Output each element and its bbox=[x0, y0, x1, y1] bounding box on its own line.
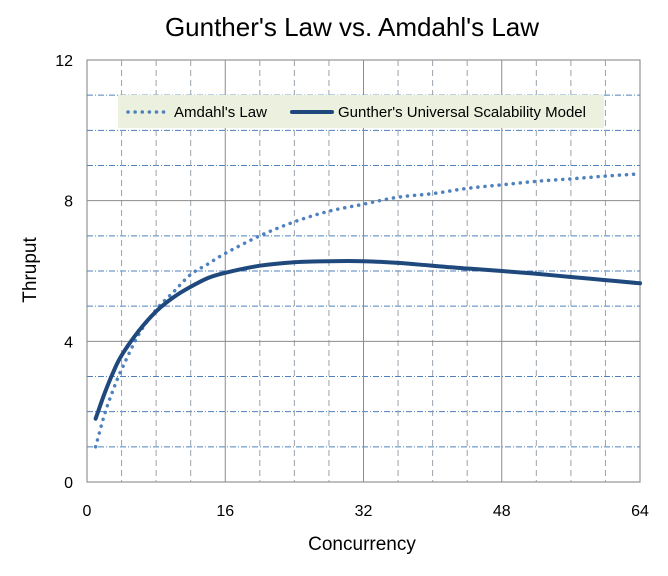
x-tick-label: 32 bbox=[355, 503, 373, 520]
series-line-gunther bbox=[93, 259, 642, 421]
series bbox=[93, 172, 642, 449]
y-tick-label: 0 bbox=[64, 475, 73, 492]
x-tick-label: 64 bbox=[631, 503, 649, 520]
x-tick-label: 16 bbox=[216, 503, 234, 520]
y-tick-label: 4 bbox=[64, 334, 73, 351]
x-axis-title: Concurrency bbox=[308, 534, 416, 555]
legend: Amdahl's Law Gunther's Universal Scalabil… bbox=[118, 95, 604, 128]
legend-label: Gunther's Universal Scalability Model bbox=[338, 104, 586, 121]
grid bbox=[86, 59, 641, 483]
legend-label: Amdahl's Law bbox=[174, 104, 267, 121]
y-tick-label: 12 bbox=[55, 53, 73, 70]
x-tick-label: 48 bbox=[493, 503, 511, 520]
series-line-amdahl bbox=[93, 172, 642, 449]
chart-title: Gunther's Law vs. Amdahl's Law bbox=[165, 12, 539, 42]
legend-box bbox=[118, 95, 604, 128]
y-axis-title: Thruput bbox=[20, 237, 41, 303]
x-tick-label: 0 bbox=[83, 503, 92, 520]
y-tick-label: 8 bbox=[64, 194, 73, 211]
